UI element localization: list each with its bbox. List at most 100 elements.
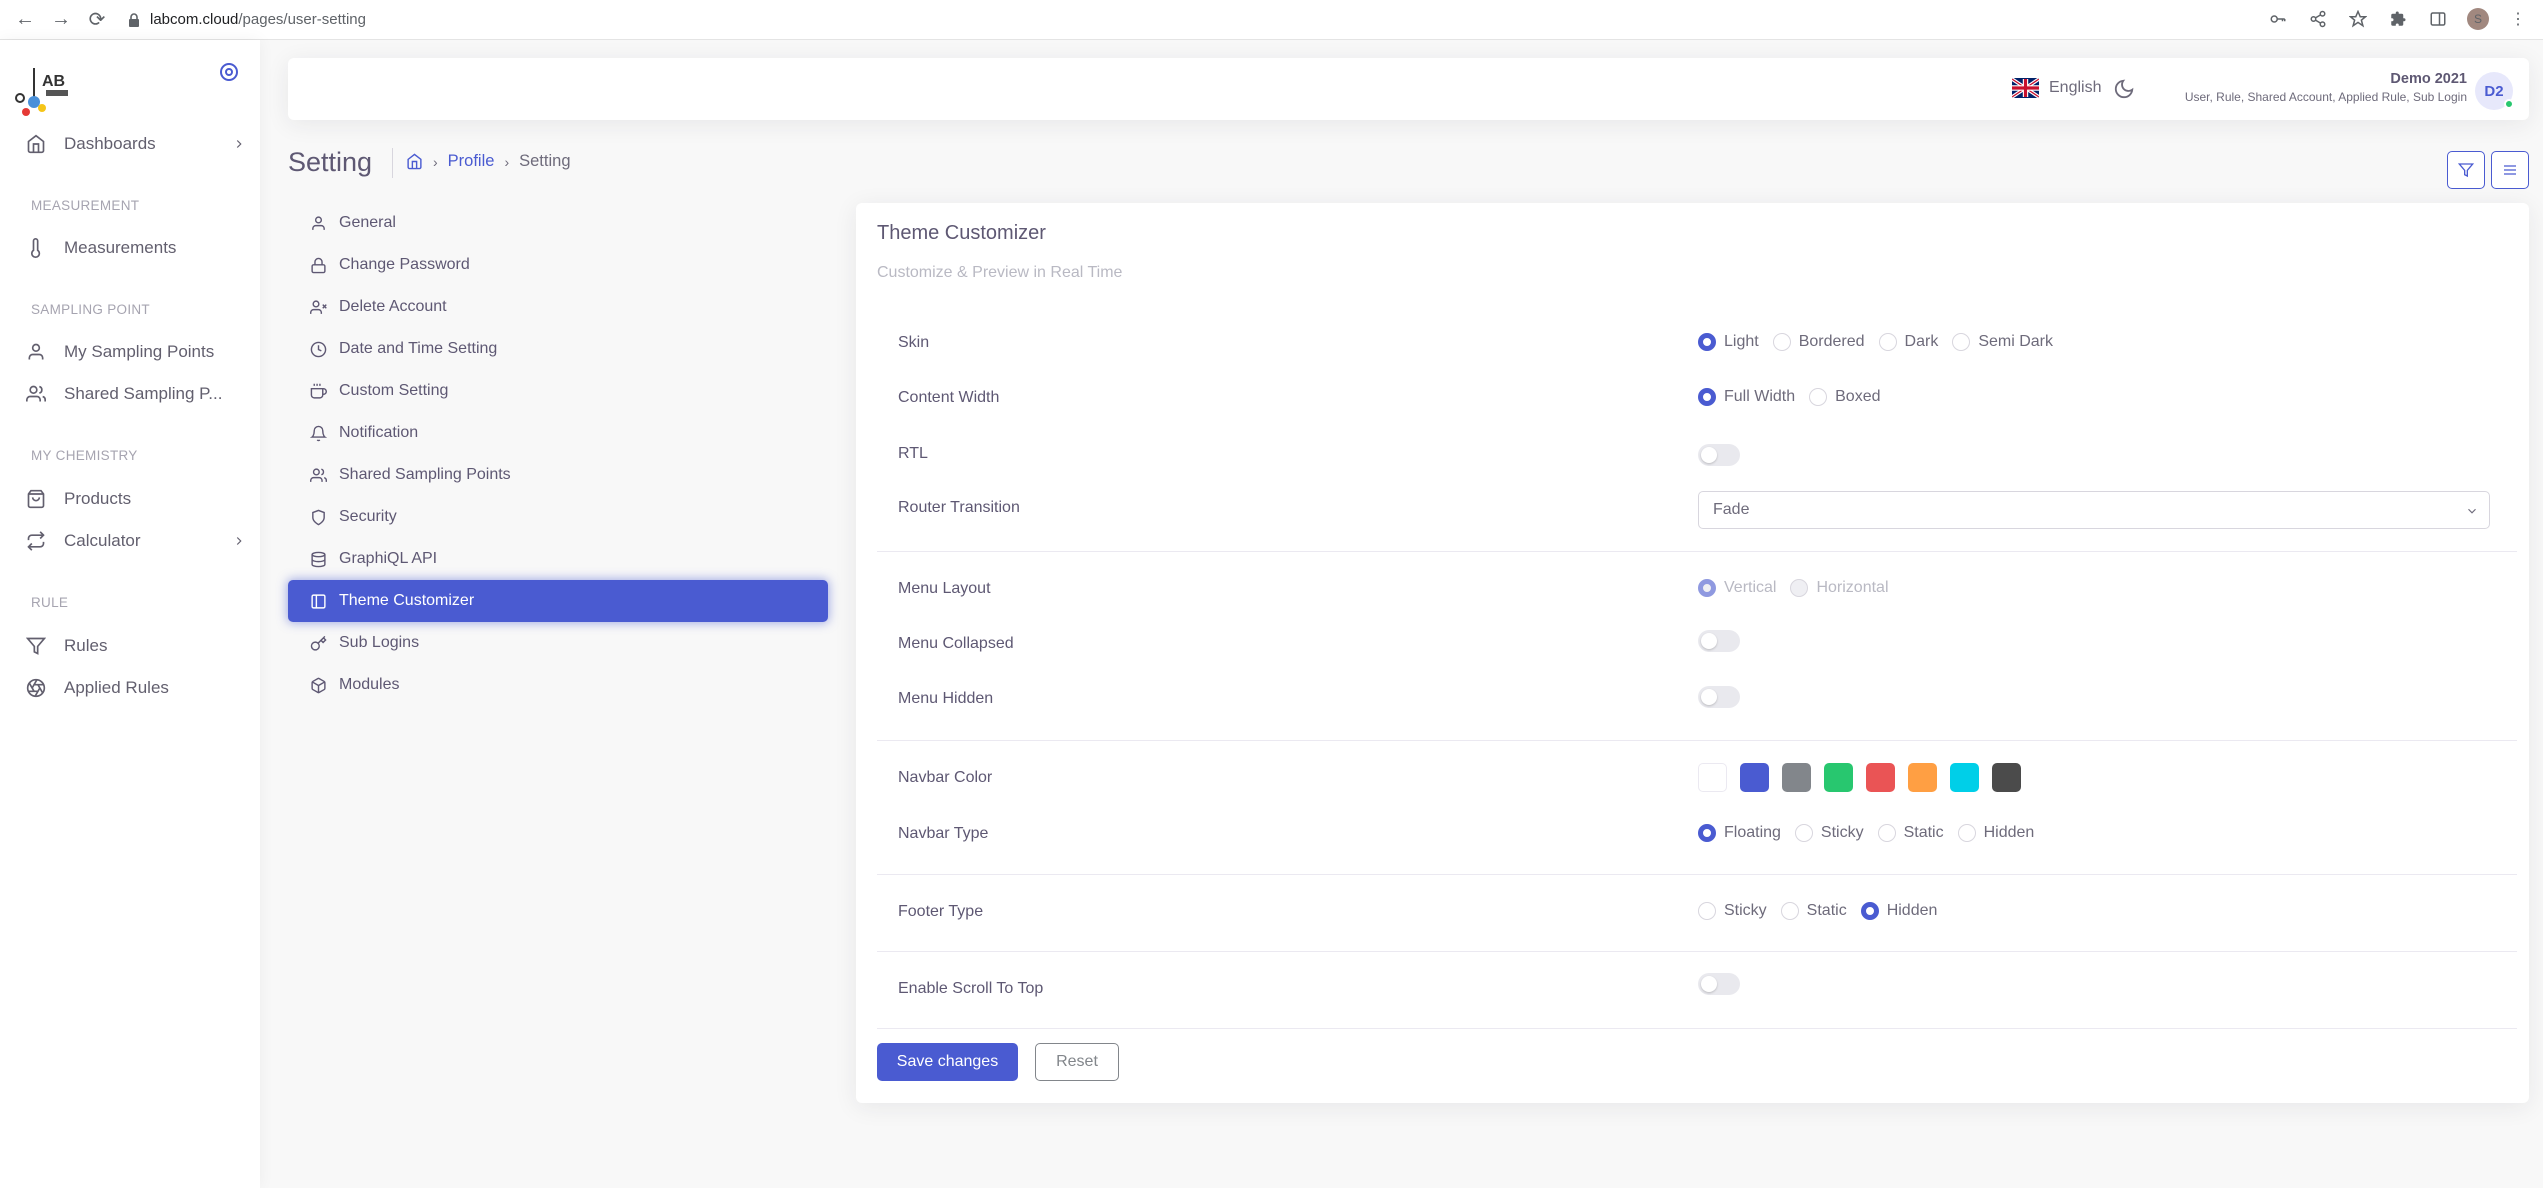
settings-item-graphiql-api[interactable]: GraphiQL API: [288, 538, 828, 580]
content-width-label: Content Width: [898, 389, 1000, 406]
theme-customizer-card: Theme Customizer Customize & Preview in …: [856, 203, 2529, 1103]
sidebar-item-applied-rules[interactable]: Applied Rules: [26, 674, 246, 702]
kebab-menu-icon[interactable]: ⋮: [2510, 11, 2526, 28]
card-title: Theme Customizer: [877, 222, 1046, 244]
back-icon[interactable]: ←: [15, 8, 35, 30]
user-role: User, Rule, Shared Account, Applied Rule…: [2184, 90, 2467, 104]
toggle-sidebar-icon[interactable]: [219, 62, 239, 82]
navbar-type-label: Navbar Type: [898, 825, 989, 842]
navbar-color-secondary[interactable]: [1782, 763, 1811, 792]
filter-button[interactable]: [2447, 151, 2485, 189]
settings-item-theme-customizer[interactable]: Theme Customizer: [288, 580, 828, 622]
section-divider: [877, 740, 2517, 741]
home-icon[interactable]: [406, 153, 423, 170]
skin-light-radio[interactable]: Light: [1698, 333, 1759, 351]
settings-item-delete-account[interactable]: Delete Account: [288, 286, 828, 328]
key-icon: [310, 635, 327, 651]
share-icon[interactable]: [2307, 8, 2329, 30]
navbar-color-dark[interactable]: [1992, 763, 2021, 792]
content-width-boxed-radio[interactable]: Boxed: [1809, 388, 1881, 406]
reload-icon[interactable]: ⟳: [88, 9, 106, 31]
menu-collapsed-toggle[interactable]: [1698, 630, 1740, 652]
avatar[interactable]: D2: [2475, 72, 2514, 110]
footer-type-sticky-radio[interactable]: Sticky: [1698, 902, 1767, 920]
browser-profile-avatar[interactable]: S: [2467, 8, 2489, 30]
forward-icon[interactable]: →: [51, 8, 71, 30]
settings-item-label: Date and Time Setting: [339, 340, 498, 357]
sidebar-item-label: Rules: [64, 636, 108, 655]
extensions-icon[interactable]: [2387, 8, 2409, 30]
top-navbar: English Demo 2021 User, Rule, Shared Acc…: [288, 58, 2529, 120]
user-icon: [28, 343, 44, 360]
radio-label: Semi Dark: [1978, 333, 2053, 350]
radio-label: Bordered: [1798, 333, 1865, 350]
menu-layout-vertical-radio: Vertical: [1698, 579, 1776, 597]
skin-dark-radio[interactable]: Dark: [1878, 333, 1938, 351]
sidebar-item-calculator[interactable]: Calculator: [26, 527, 246, 555]
radio-label: Static: [1903, 824, 1944, 841]
navbar-type-floating-radio[interactable]: Floating: [1698, 824, 1781, 842]
router-transition-select[interactable]: Fade: [1698, 491, 2490, 529]
star-icon[interactable]: [2347, 8, 2369, 30]
settings-item-sub-logins[interactable]: Sub Logins: [288, 622, 828, 664]
settings-item-label: Security: [339, 508, 397, 525]
navbar-color-warning[interactable]: [1908, 763, 1937, 792]
sidebar-item-products[interactable]: Products: [26, 485, 246, 513]
navbar-color-info[interactable]: [1950, 763, 1979, 792]
moon-icon[interactable]: [2113, 78, 2135, 100]
skin-semi-dark-radio[interactable]: Semi Dark: [1952, 333, 2053, 351]
footer-type-hidden-radio[interactable]: Hidden: [1860, 902, 1937, 920]
sidebar-item-rules[interactable]: Rules: [26, 632, 246, 660]
navbar-color-danger[interactable]: [1866, 763, 1895, 792]
filter-icon: [2458, 163, 2474, 178]
settings-item-label: Shared Sampling Points: [339, 466, 511, 483]
language-dropdown[interactable]: English: [2012, 78, 2101, 98]
settings-item-change-password[interactable]: Change Password: [288, 244, 828, 286]
settings-item-security[interactable]: Security: [288, 496, 828, 538]
rtl-toggle[interactable]: [1698, 444, 1740, 466]
sidebar-item-shared-sampling-points[interactable]: Shared Sampling P...: [26, 380, 246, 408]
menu-hidden-toggle[interactable]: [1698, 686, 1740, 708]
settings-item-notification[interactable]: Notification: [288, 412, 828, 454]
breadcrumb: › Profile › Setting: [406, 152, 571, 171]
scroll-to-top-toggle[interactable]: [1698, 973, 1740, 995]
footer-type-static-radio[interactable]: Static: [1780, 902, 1847, 920]
sidebar-item-dashboards[interactable]: Dashboards: [26, 130, 246, 158]
menu-layout-horizontal-radio: Horizontal: [1790, 579, 1889, 597]
navbar-type-radio-group: Floating Sticky Static Hidden: [1698, 824, 2034, 842]
side-panel-icon[interactable]: [2427, 8, 2449, 30]
settings-item-date-time[interactable]: Date and Time Setting: [288, 328, 828, 370]
save-changes-button[interactable]: Save changes: [877, 1043, 1018, 1081]
navbar-color-primary[interactable]: [1740, 763, 1769, 792]
navbar-type-static-radio[interactable]: Static: [1877, 824, 1944, 842]
sidebar-item-measurements[interactable]: Measurements: [26, 234, 246, 262]
breadcrumb-profile[interactable]: Profile: [447, 152, 495, 170]
sidebar-item-label: Dashboards: [64, 134, 156, 153]
menu-button[interactable]: [2491, 151, 2529, 189]
key-icon[interactable]: [2267, 8, 2289, 30]
content-width-full-radio[interactable]: Full Width: [1698, 388, 1795, 406]
user-info[interactable]: Demo 2021 User, Rule, Shared Account, Ap…: [2185, 71, 2467, 104]
reset-button[interactable]: Reset: [1035, 1043, 1119, 1081]
navbar-color-success[interactable]: [1824, 763, 1853, 792]
radio-label: Boxed: [1835, 388, 1881, 405]
breadcrumb-setting: Setting: [519, 152, 571, 170]
settings-item-shared-sampling-points[interactable]: Shared Sampling Points: [288, 454, 828, 496]
navbar-color-label: Navbar Color: [898, 769, 993, 786]
navbar-type-hidden-radio[interactable]: Hidden: [1957, 824, 2034, 842]
address-bar[interactable]: labcom.cloud/pages/user-setting: [128, 11, 366, 28]
navbar-type-sticky-radio[interactable]: Sticky: [1794, 824, 1864, 842]
settings-item-general[interactable]: General: [288, 202, 828, 244]
settings-item-modules[interactable]: Modules: [288, 664, 828, 706]
labcom-logo[interactable]: AB: [12, 60, 72, 116]
sidebar-item-label: Calculator: [64, 531, 141, 550]
box-icon: [311, 677, 326, 693]
sidebar-item-label: Measurements: [64, 238, 177, 257]
sidebar-item-my-sampling-points[interactable]: My Sampling Points: [26, 338, 246, 366]
repeat-icon: [27, 531, 45, 551]
settings-item-label: Notification: [339, 424, 419, 441]
navbar-color-white[interactable]: [1698, 763, 1727, 792]
section-divider: [877, 551, 2517, 552]
settings-item-custom-setting[interactable]: Custom Setting: [288, 370, 828, 412]
skin-bordered-radio[interactable]: Bordered: [1772, 333, 1865, 351]
